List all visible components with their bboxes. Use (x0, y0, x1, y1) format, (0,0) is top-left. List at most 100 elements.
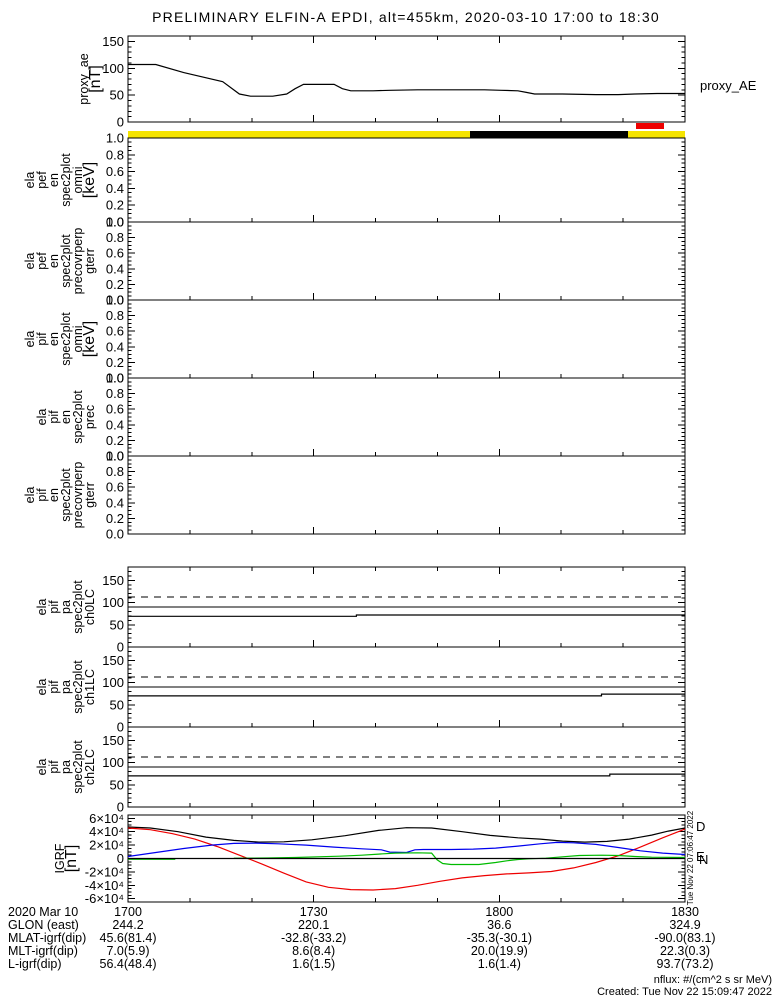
panel-ylabel-line: pif (47, 600, 61, 614)
panel-ylabel-line: spec2plot (71, 580, 85, 634)
y-tick-label: 2×10⁴ (89, 838, 124, 853)
y-tick-label: 0.4 (106, 339, 124, 354)
y-tick-label: 0.6 (106, 246, 124, 261)
annotation-row-label: L-igrf(dip) (8, 957, 62, 971)
panel-ylabel-line: IGRF (53, 843, 67, 873)
panel-ylabel-line: ela (23, 253, 37, 270)
y-tick-label: 0.2 (106, 277, 124, 292)
annotation-value: 324.9 (669, 918, 700, 932)
y-tick-label: 0 (117, 115, 124, 130)
series-B (127, 826, 686, 843)
plot-title: PRELIMINARY ELFIN-A EPDI, alt=455km, 202… (152, 9, 660, 25)
series-proxy_AE (128, 63, 685, 97)
y-tick-label: 50 (110, 697, 124, 712)
y-tick-label: 0.0 (106, 449, 124, 464)
y-tick-label: 6×10⁴ (89, 811, 124, 826)
panel-ylabel-line: pa (59, 680, 73, 694)
panel-ylabel-line: ela (23, 487, 37, 504)
created-note: Created: Tue Nov 22 15:09:47 2022 (597, 986, 772, 998)
igrf-legend-e-label: E (696, 849, 705, 864)
panel-ylabel-line: pa (59, 760, 73, 774)
y-tick-label: 1.0 (106, 449, 124, 464)
panel-ylabel-line: [keV] (81, 321, 98, 357)
panels-group: 050100150proxy_ae[nT]1.00.80.60.40.20.0e… (23, 34, 686, 906)
x-tick-label: 1800 (485, 905, 513, 919)
annotation-value: 8.6(8.4) (292, 944, 335, 958)
panel-ylabel-line: pif (47, 760, 61, 774)
panel-ylabel-line: pa (59, 600, 73, 614)
panel-data_quality_bar (128, 123, 685, 138)
annotation-row-label: MLT-igrf(dip) (8, 944, 78, 958)
series-loss_cone (128, 614, 685, 617)
annotation-value: 244.2 (112, 918, 143, 932)
y-tick-label: 0.8 (106, 464, 124, 479)
y-tick-label: 1.0 (106, 293, 124, 308)
panel-ylabel-line: prec (83, 405, 97, 429)
y-tick-label: 100 (102, 595, 124, 610)
panel-ylabel-line: pif (47, 410, 61, 424)
y-tick-label: 150 (102, 653, 124, 668)
panel-ylabel-line: gterr (83, 248, 97, 274)
annotation-value: 220.1 (298, 918, 329, 932)
y-tick-label: 100 (102, 61, 124, 76)
x-tick-label: 1700 (114, 905, 142, 919)
y-tick-label: 0.4 (106, 495, 124, 510)
y-tick-label: 0.0 (106, 527, 124, 542)
panel-ylabel-line: spec2plot (59, 234, 73, 288)
annotation-value: 1.6(1.4) (478, 957, 521, 971)
panel-ylabel-line: en (59, 410, 73, 424)
y-tick-label: 0.4 (106, 417, 124, 432)
y-tick-label: 0.2 (106, 198, 124, 213)
panel-ylabel-line: ela (35, 599, 49, 616)
panel-ylabel-line: ch0LC (83, 589, 97, 625)
y-tick-label: 0.4 (106, 181, 124, 196)
panel-ylabel-line: pef (35, 171, 49, 189)
panel-ylabel-line: en (47, 173, 61, 187)
panel-frame (127, 137, 686, 223)
annotation-value: 45.6(81.4) (100, 931, 157, 945)
vertical-timestamp-watermark: Tue Nov 22 07:06:47 2022 (686, 810, 695, 905)
panel-ylabel-line: pif (35, 488, 49, 502)
panel-ylabel-line: [nT] (63, 845, 80, 873)
panel-ylabel-line: spec2plot (71, 660, 85, 714)
y-tick-label: 0 (117, 720, 124, 735)
y-tick-label: 100 (102, 675, 124, 690)
units-note: nflux: #/(cm^2 s sr MeV) (654, 974, 772, 986)
panel-ylabel-line: en (47, 488, 61, 502)
y-tick-label: 0.8 (106, 308, 124, 323)
y-tick-label: 150 (102, 34, 124, 49)
panel-ylabel-line: spec2plot (71, 390, 85, 444)
annotation-value: 20.0(19.9) (471, 944, 528, 958)
x-tick-label: 1830 (671, 905, 699, 919)
date-label: 2020 Mar 10 (8, 905, 78, 919)
panel-ylabel-line: en (47, 332, 61, 346)
y-tick-label: 50 (110, 617, 124, 632)
panel-ylabel-line: precovrperp (71, 462, 85, 529)
series-E (233, 852, 686, 866)
y-tick-label: 1.0 (106, 131, 124, 146)
panel-frame (127, 377, 686, 457)
y-tick-label: 0 (117, 851, 124, 866)
y-tick-label: 0.0 (106, 371, 124, 386)
panel-ylabel-line: spec2plot (59, 312, 73, 366)
panel-ela_pif_en_spec2plot_precovrperp_gterr: 1.00.80.60.40.20.0elapifenspec2plotpreco… (23, 449, 686, 542)
proxy-ae-right-label: proxy_AE (700, 78, 757, 93)
annotation-value: -90.0(83.1) (654, 931, 715, 945)
quality-bar-segment (128, 131, 470, 138)
y-tick-label: 50 (110, 777, 124, 792)
igrf-legend-n-label: N (699, 852, 708, 867)
y-tick-label: 1.0 (106, 215, 124, 230)
panel-ylabel-line: ch1LC (83, 669, 97, 705)
panel-ylabel-line: pef (35, 252, 49, 270)
y-tick-label: 0.6 (106, 164, 124, 179)
annotation-row-label: GLON (east) (8, 918, 79, 932)
y-tick-label: 50 (110, 88, 124, 103)
panel-ylabel-line: spec2plot (59, 153, 73, 207)
igrf-legend-d-label: D (696, 819, 705, 834)
annotation-value: 56.4(48.4) (100, 957, 157, 971)
y-tick-label: 0.8 (106, 386, 124, 401)
